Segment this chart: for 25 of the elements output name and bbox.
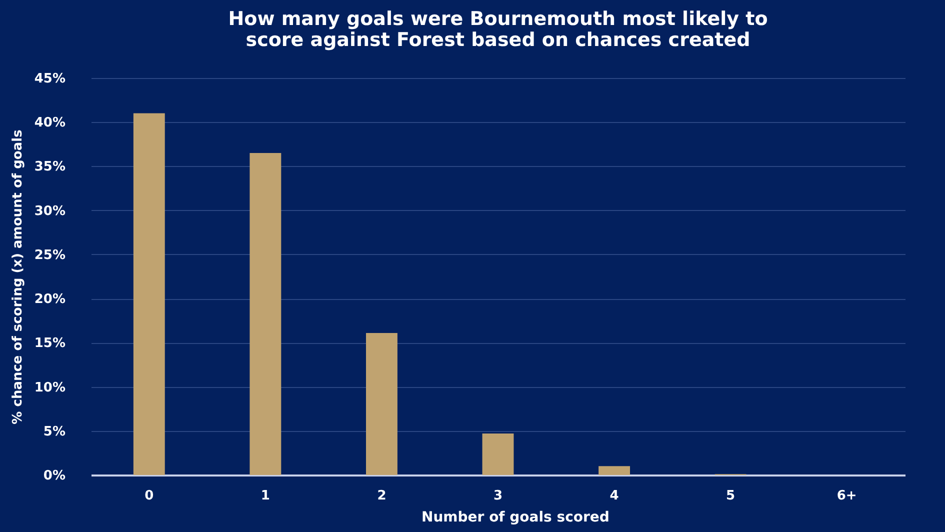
x-tick-label: 5 <box>726 488 736 504</box>
y-tick-label: 30% <box>34 204 66 219</box>
x-tick-label: 1 <box>260 488 270 504</box>
x-tick-label: 2 <box>377 488 386 504</box>
y-tick-label: 5% <box>43 424 66 440</box>
x-axis-title: Number of goals scored <box>422 510 610 526</box>
bar <box>598 466 630 475</box>
y-tick-label: 40% <box>34 116 66 131</box>
bar <box>250 152 282 475</box>
y-axis-title: % chance of scoring (x) amount of goals <box>10 129 26 424</box>
bar <box>133 113 165 475</box>
y-tick-label: 45% <box>34 72 66 86</box>
x-tick-label: 6+ <box>836 488 857 504</box>
chart-title: How many goals were Bournemouth most likely to score against Forest based on chances created <box>228 8 768 51</box>
y-tick-label: 35% <box>34 160 66 175</box>
bar <box>366 332 398 475</box>
x-tick-label: 4 <box>610 488 619 504</box>
x-tick-label: 3 <box>493 488 503 504</box>
y-tick-label: 10% <box>34 380 66 396</box>
y-tick-label: 25% <box>34 248 66 263</box>
y-tick-label: 20% <box>34 292 66 308</box>
y-tick-label: 15% <box>34 336 66 352</box>
bar <box>482 434 514 475</box>
y-tick-label: 0% <box>43 468 66 484</box>
x-tick-label: 0 <box>144 488 154 504</box>
